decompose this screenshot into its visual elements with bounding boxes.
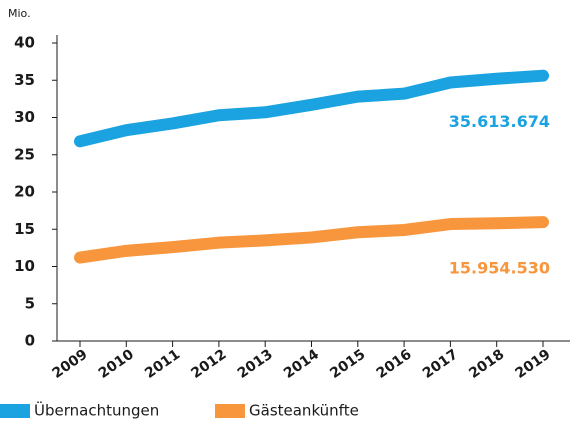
value-label: 35.613.674 bbox=[449, 112, 550, 131]
x-tick-label: 2009 bbox=[49, 346, 90, 381]
series-line bbox=[74, 69, 549, 148]
legend-swatch bbox=[0, 404, 30, 418]
y-tick-label: 10 bbox=[14, 257, 35, 275]
x-tick-label: 2016 bbox=[374, 346, 415, 381]
x-tick-label: 2019 bbox=[512, 346, 553, 381]
legend-swatch bbox=[215, 404, 245, 418]
x-tick-label: 2012 bbox=[188, 346, 229, 381]
y-tick-label: 20 bbox=[14, 183, 35, 201]
value-label: 15.954.530 bbox=[449, 259, 550, 278]
y-tick-label: 40 bbox=[14, 34, 35, 52]
x-tick-label: 2013 bbox=[235, 346, 276, 381]
legend-label: Gästeankünfte bbox=[249, 402, 359, 420]
y-tick-label: 15 bbox=[14, 220, 35, 238]
y-tick-label: 35 bbox=[14, 71, 35, 89]
y-tick-label: 25 bbox=[14, 145, 35, 163]
series-line bbox=[74, 216, 549, 264]
x-tick-label: 2014 bbox=[281, 346, 322, 382]
x-tick-label: 2010 bbox=[96, 346, 137, 382]
x-tick-label: 2011 bbox=[142, 346, 183, 381]
y-axis-unit: Mio. bbox=[8, 7, 31, 20]
y-tick-label: 5 bbox=[25, 294, 35, 312]
x-tick-label: 2018 bbox=[466, 346, 507, 381]
x-tick-label: 2017 bbox=[420, 346, 461, 381]
y-tick-label: 30 bbox=[14, 108, 35, 126]
x-tick-label: 2015 bbox=[327, 346, 368, 381]
legend-label: Übernachtungen bbox=[34, 401, 159, 420]
y-tick-label: 0 bbox=[25, 332, 35, 350]
